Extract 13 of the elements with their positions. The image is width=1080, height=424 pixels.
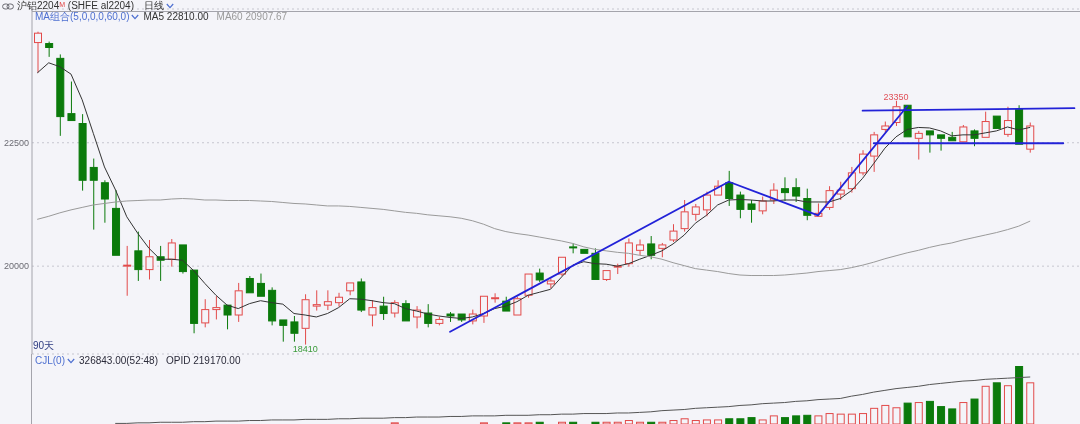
annotation: 326843.00(52:48)	[79, 355, 158, 366]
chart-subtitle: 日线	[144, 0, 165, 11]
annotation: 23350	[883, 91, 909, 102]
annotation: 90天	[33, 340, 55, 351]
annotation: 18410	[292, 344, 318, 355]
y-tick-label: 20000	[3, 261, 29, 272]
text: MA60 20907.67	[216, 11, 288, 22]
legend-title: MA组合(5,0,0,0,60,0)	[35, 11, 130, 22]
text: MA5 22810.00	[143, 11, 209, 22]
y-tick-label: 22500	[3, 137, 29, 148]
legend-title: CJL(0)	[35, 355, 66, 366]
chart-title: 沪铝2204$^{M}$ (SHFE al2204)	[17, 0, 135, 11]
annotation: OPID 219170.00	[165, 355, 241, 366]
